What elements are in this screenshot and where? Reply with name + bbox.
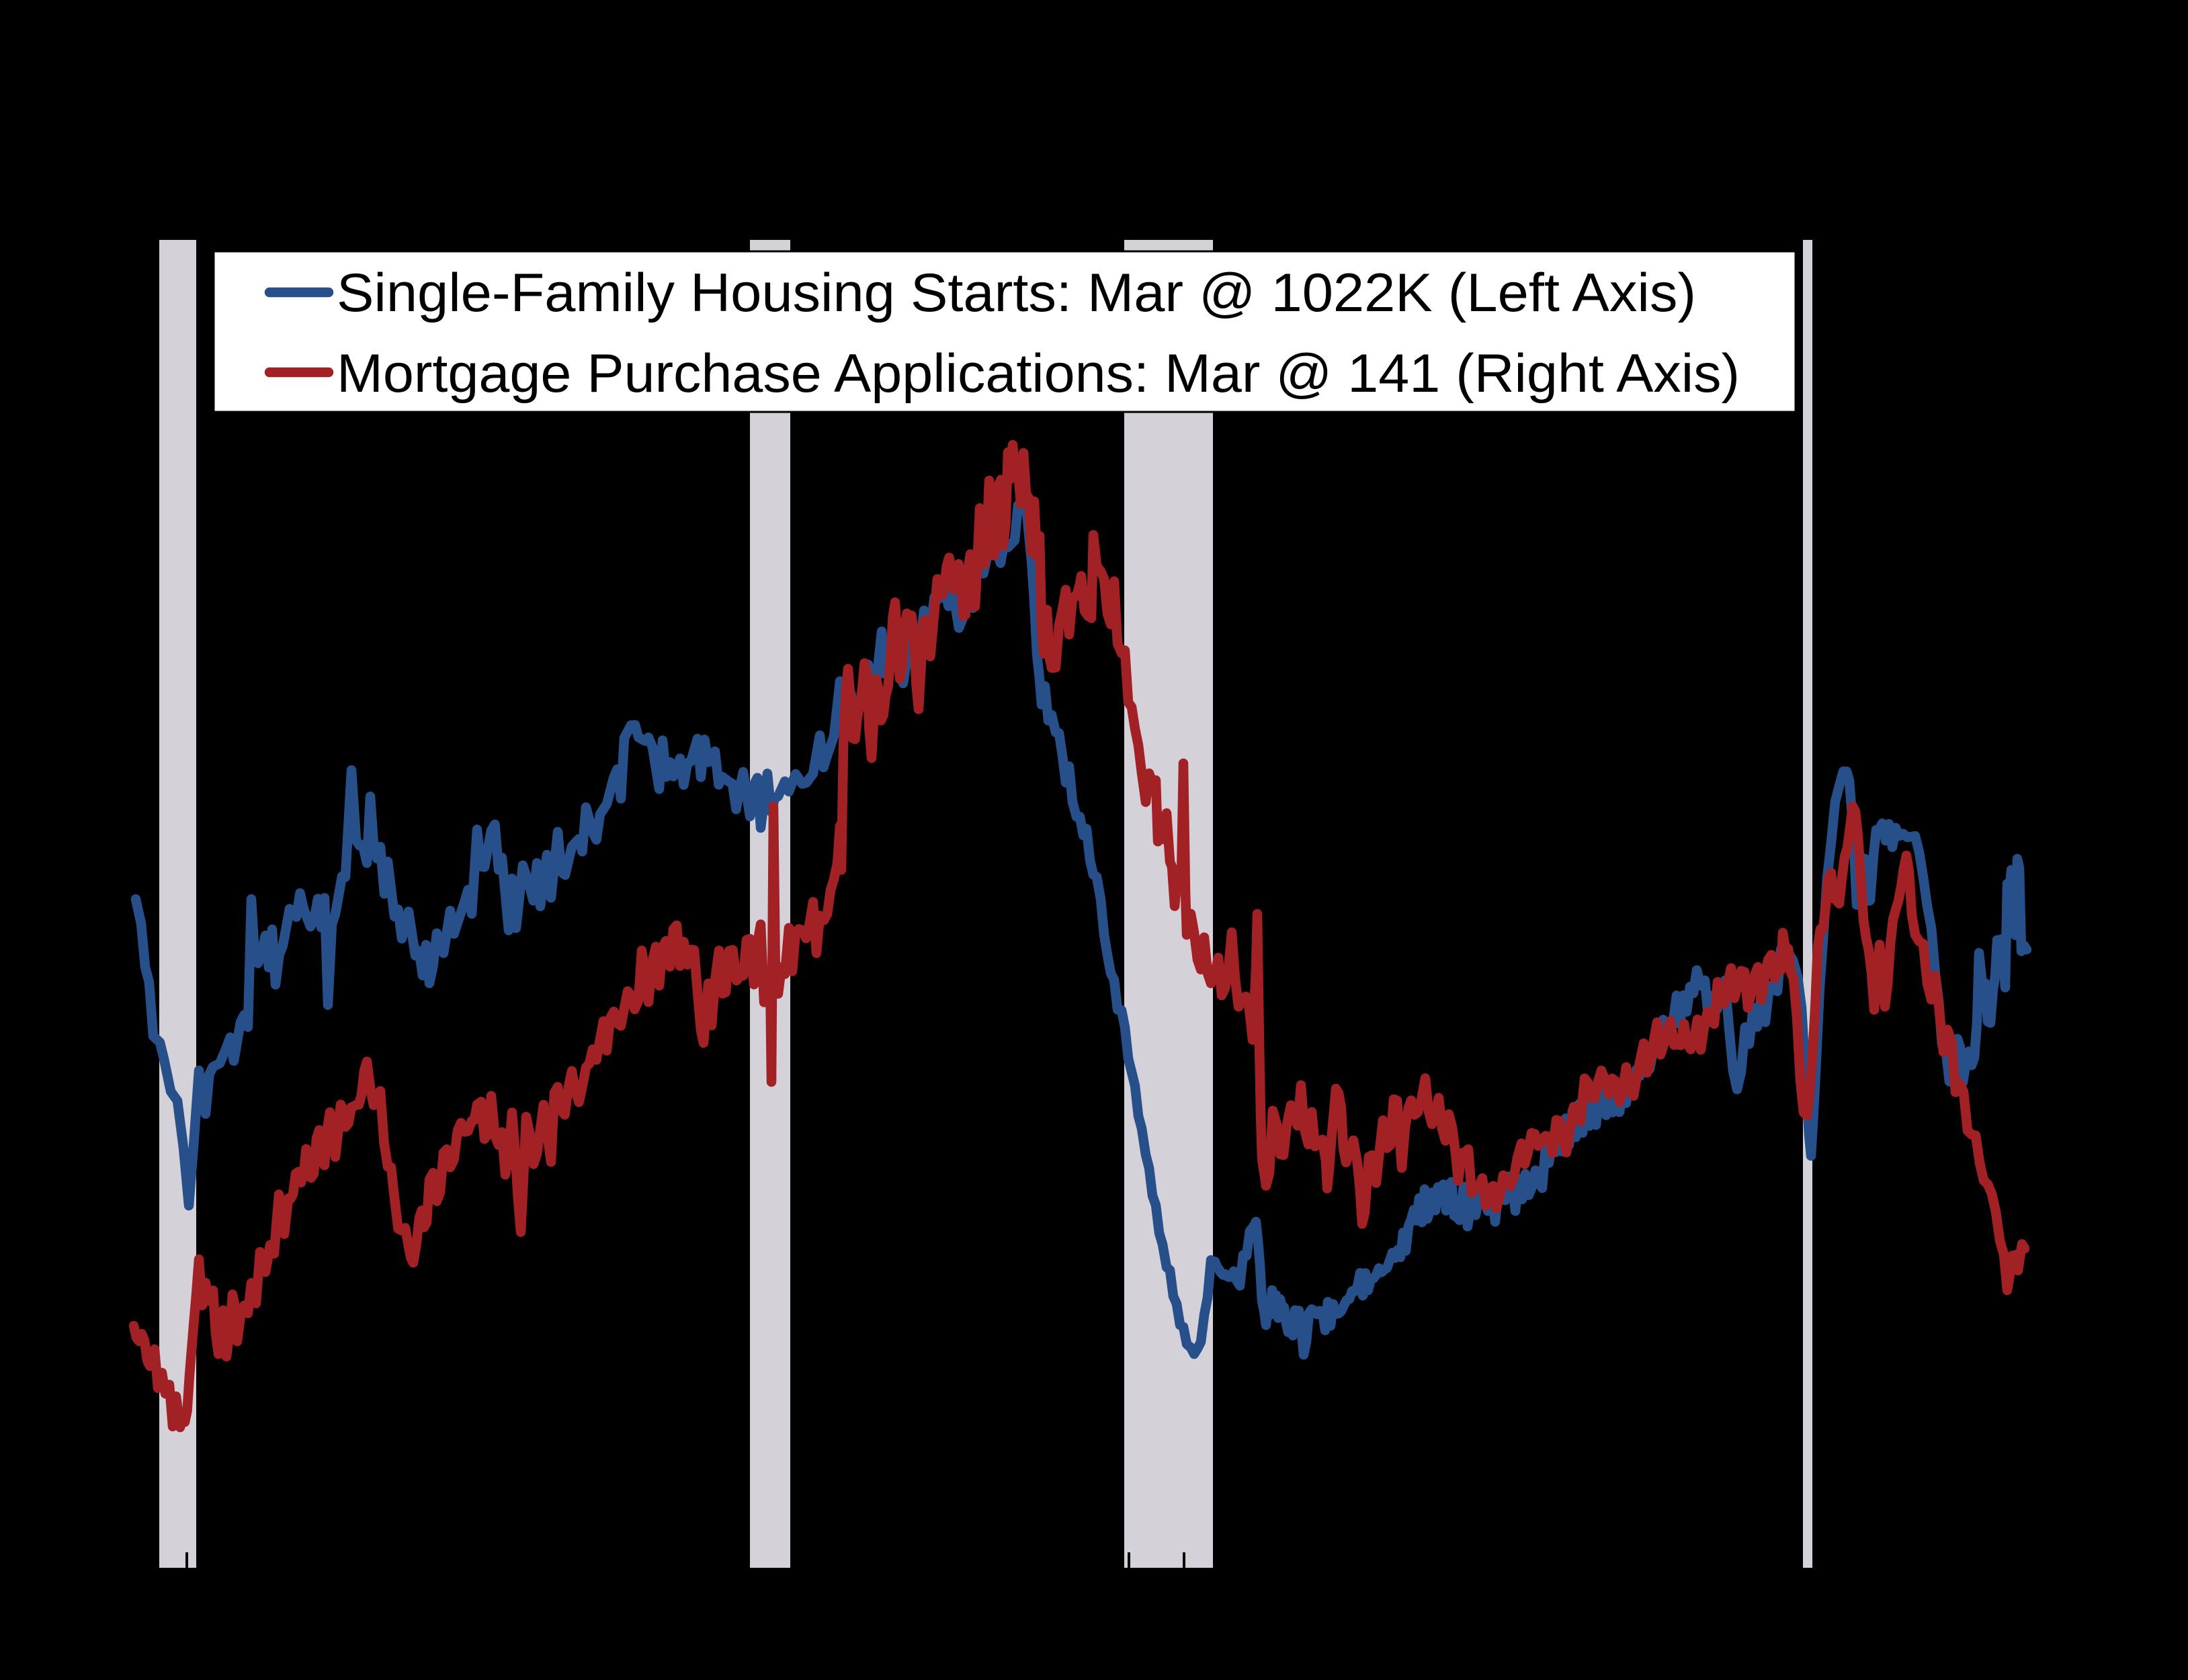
svg-text:Single-Family Housing Starts:: Single-Family Housing Starts: Mar @ 1022…	[337, 263, 1696, 323]
svg-text:Mortgage Purchase Applications: Mortgage Purchase Applications: Mar @ 14…	[337, 343, 1740, 404]
